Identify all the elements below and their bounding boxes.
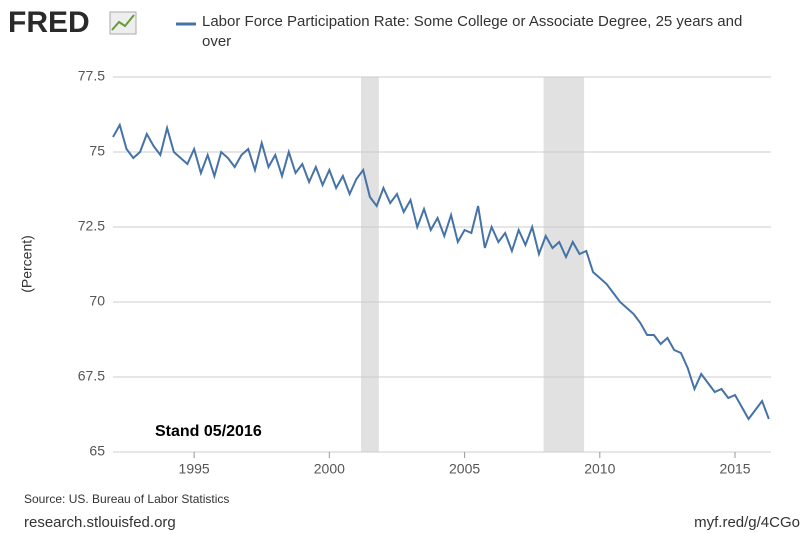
recession-band — [543, 77, 585, 452]
source: Source: US. Bureau of Labor Statistics — [24, 492, 229, 506]
legend: Labor Force Participation Rate: Some Col… — [202, 13, 743, 50]
site: research.stlouisfed.org — [24, 514, 176, 531]
data-line — [112, 122, 770, 421]
link: myf.red/g/4CGo — [694, 514, 800, 531]
y-tick-label: 65 — [89, 443, 105, 459]
x-tick-label: 2015 — [719, 461, 750, 477]
x-tick-label: 2000 — [314, 461, 345, 477]
x-tick-label: 2005 — [449, 461, 480, 477]
y-tick-label: 77.5 — [78, 68, 105, 84]
y-tick-label: 72.5 — [78, 218, 105, 234]
y-axis-label: (Percent) — [19, 235, 35, 293]
y-tick-label: 67.5 — [78, 368, 105, 384]
recession-band — [361, 77, 379, 452]
logo: FRED — [8, 6, 90, 39]
x-tick-label: 1995 — [179, 461, 210, 477]
logo-icon — [109, 11, 137, 35]
annotation: Stand 05/2016 — [155, 423, 262, 440]
y-tick-label: 70 — [89, 293, 105, 309]
y-tick-label: 75 — [89, 143, 105, 159]
legend-label: Labor Force Participation Rate: Some Col… — [202, 13, 743, 50]
x-tick-label: 2010 — [584, 461, 615, 477]
